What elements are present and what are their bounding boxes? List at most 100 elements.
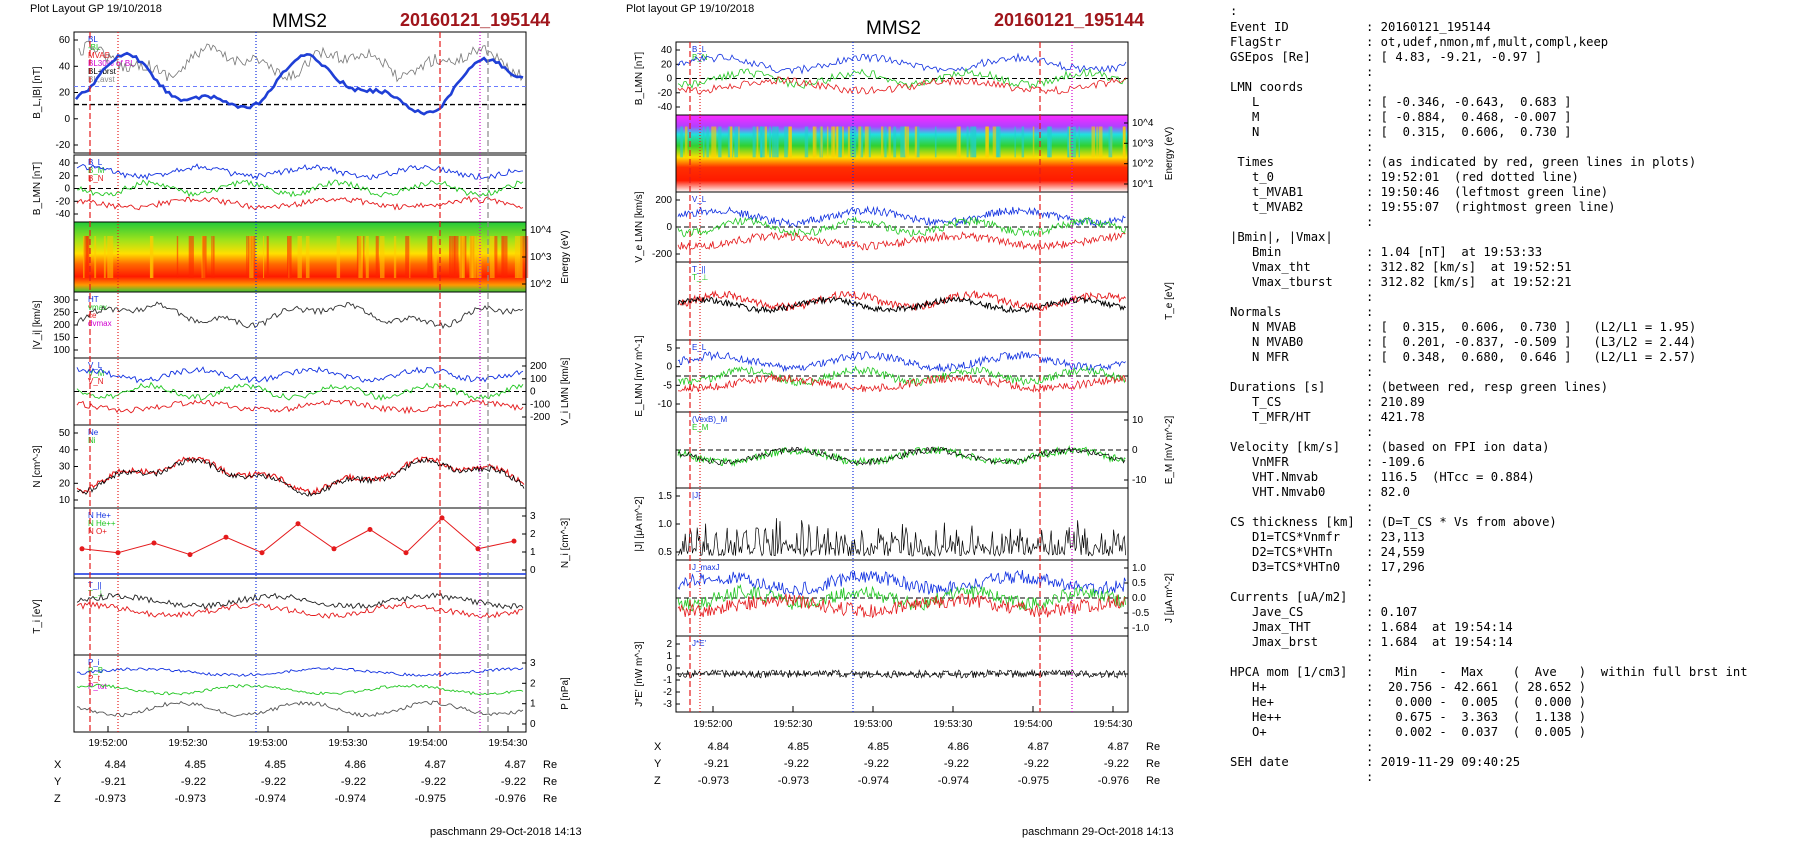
spectrogram-streak <box>826 126 829 158</box>
spectrogram-streak <box>462 236 465 278</box>
info-value: : 421.78 <box>1366 410 1425 424</box>
info-value: : <box>1366 80 1374 94</box>
info-key: H+ <box>1230 680 1267 694</box>
ephemeris-value: -0.975 <box>1018 775 1049 787</box>
spectrogram-streak <box>858 126 862 158</box>
info-key: O+ <box>1230 725 1267 739</box>
series-m <box>677 216 1126 238</box>
spectrogram-streak <box>109 236 114 278</box>
x-tick-label: 19:54:00 <box>1014 719 1053 730</box>
y-tick-label: 100 <box>53 345 70 356</box>
series-n <box>677 231 1126 252</box>
left-footer: paschmann 29-Oct-2018 14:13 <box>430 826 582 838</box>
y-tick-label: 10^3 <box>530 252 552 263</box>
spectrogram-streak <box>684 126 688 158</box>
y-tick-label: 40 <box>59 61 71 72</box>
spectrogram-streak <box>103 236 106 278</box>
spectrogram-streak <box>471 236 474 278</box>
y-tick-label: 40 <box>59 158 71 169</box>
y-tick-label: -200 <box>530 412 550 423</box>
info-key: HPCA mom [1/cm3] <box>1230 665 1348 679</box>
ephemeris-value: -0.974 <box>335 793 366 805</box>
spectrogram-streak <box>365 236 369 278</box>
ephemeris-value: 4.85 <box>868 741 889 753</box>
spectrogram-streak <box>489 236 495 278</box>
ephemeris-value: -0.974 <box>858 775 889 787</box>
y-tick-label: 1.5 <box>658 491 672 502</box>
ephemeris-row-label: Y <box>54 776 62 788</box>
mid-panel-jlmn: 1.0 0.5 0.0 -0.5 -1.0 J [μA m^-2] J_maxJ <box>675 559 1175 637</box>
y-tick-label: 10 <box>1132 415 1144 426</box>
mid-panel-j: 1.5 1.0 0.5 |J| [μA m^-2] |J| <box>634 487 1129 561</box>
spectrogram-streak <box>405 236 410 278</box>
x-tick-label: 19:53:00 <box>854 719 893 730</box>
info-row: : <box>1230 425 1373 439</box>
legend-entry: BL <box>88 35 98 44</box>
y-tick-label: 10^4 <box>1132 118 1154 129</box>
legend-entry: J_maxJ <box>692 563 720 572</box>
info-key: T_CS <box>1230 395 1282 409</box>
spectrogram-streak <box>83 236 85 278</box>
spectrogram-streak <box>1091 126 1095 158</box>
info-key: Times <box>1230 155 1275 169</box>
spectrogram-streak <box>363 236 365 278</box>
spectrogram-streak <box>831 126 833 158</box>
info-value: : 312.82 [km/s] at 19:52:51 <box>1366 260 1572 274</box>
info-row: : <box>1230 575 1373 589</box>
series-tpar <box>76 592 524 610</box>
series-m <box>677 365 1126 387</box>
info-row: CS thickness [km]: (D=T_CS * Vs from abo… <box>1230 515 1557 529</box>
y-tick-label: 3 <box>530 658 536 669</box>
y-tick-label: 20 <box>59 171 71 182</box>
mid-spacecraft-title: MMS2 <box>866 18 921 39</box>
spectrogram-streak <box>393 236 397 278</box>
mid-header: Plot layout GP 19/10/2018 <box>626 3 754 15</box>
spectrogram-streak <box>914 126 918 158</box>
spectrogram-streak <box>752 126 756 158</box>
y-tick-label: -200 <box>652 249 672 260</box>
ephemeris-value: -0.973 <box>698 775 729 787</box>
ephemeris-value: -9.22 <box>421 776 446 788</box>
middle-figure: Plot layout GP 19/10/2018 MMS2 20160121_… <box>626 3 1175 838</box>
info-value: : (D=T_CS * Vs from above) <box>1366 515 1557 529</box>
y-tick-label: -5 <box>663 380 672 391</box>
info-value: : <box>1366 650 1374 664</box>
info-value: : 116.5 (HTcc = 0.884) <box>1366 470 1535 484</box>
ephemeris-value: 4.87 <box>1108 741 1129 753</box>
ephemeris-value: -9.22 <box>944 758 969 770</box>
y-axis-label: |V_i| [km/s] <box>32 300 43 349</box>
info-key: Event ID <box>1230 20 1289 34</box>
info-row: Vmax_tburst: 312.82 [km/s] at 19:52:21 <box>1230 275 1571 289</box>
info-key: L <box>1230 95 1260 109</box>
y-axis-label: T_e [eV] <box>1164 282 1175 320</box>
info-key: He+ <box>1230 695 1275 709</box>
x-tick-label: 19:52:30 <box>774 719 813 730</box>
spectrogram-streak <box>336 236 341 278</box>
spectrogram-streak <box>202 236 207 278</box>
y-tick-label: -40 <box>56 209 71 220</box>
spectrogram-streak <box>1021 126 1025 158</box>
info-row: N: [ 0.315, 0.606, 0.730 ] <box>1230 125 1571 139</box>
info-value: : <box>1366 500 1374 514</box>
spectrogram-streak <box>738 126 740 158</box>
series-pi <box>76 683 524 696</box>
series-l <box>76 366 524 384</box>
y-tick-label: -1 <box>663 675 672 686</box>
y-tick-label: 5 <box>666 343 672 354</box>
info-value: : 1.684 at 19:54:14 <box>1366 620 1513 634</box>
y-tick-label: 200 <box>655 195 672 206</box>
ephemeris-value: 4.86 <box>948 741 969 753</box>
ephemeris-row-label: X <box>654 741 662 753</box>
info-value: : 20160121_195144 <box>1366 20 1491 34</box>
series-ptot <box>76 667 524 677</box>
spectrogram-streak <box>868 126 871 158</box>
y-tick-label: 1 <box>666 651 672 662</box>
info-key: Jave_CS <box>1230 605 1304 619</box>
y-tick-label: 0 <box>666 663 672 674</box>
spectrogram-streak <box>732 126 733 158</box>
info-key: He++ <box>1230 710 1282 724</box>
mid-panel-e_spec: 10^4 10^3 10^2 10^1 Energy (eV) <box>675 114 1175 193</box>
info-value: : <box>1366 140 1374 154</box>
